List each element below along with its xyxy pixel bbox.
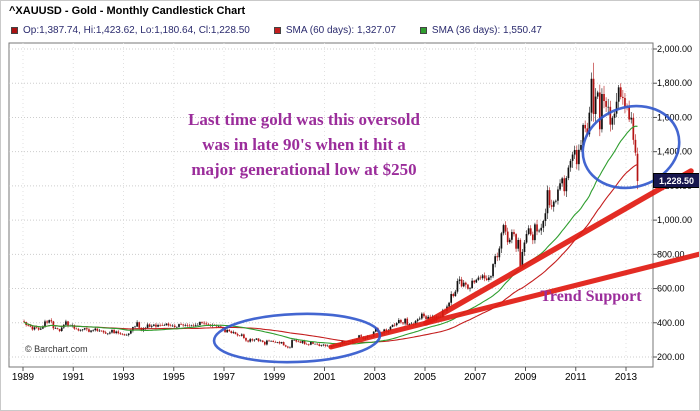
oversold-annotation: Last time gold was this oversold was in … [129, 107, 479, 182]
ohlc-swatch-icon [11, 27, 18, 34]
legend-item-ohlc: Op:1,387.74, Hi:1,423.62, Lo:1,180.64, C… [11, 25, 250, 36]
legend-item-sma36: SMA (36 days): 1,550.47 [419, 25, 542, 36]
x-axis-label: 2007 [464, 372, 487, 383]
y-axis-label: 1,600.00 [657, 112, 692, 122]
current-drop-ellipse [581, 104, 681, 190]
chart-legend: Op:1,387.74, Hi:1,423.62, Lo:1,180.64, C… [11, 25, 542, 36]
y-axis-label: 1,800.00 [657, 78, 692, 88]
x-axis-labels: 1989 1991 1993 1995 1997 1999 2001 2003 2005 2007… [12, 372, 638, 383]
x-axis-label: 1997 [213, 372, 236, 383]
x-axis-label: 1989 [12, 372, 35, 383]
x-axis-label: 2001 [313, 372, 336, 383]
y-axis-label: 400.00 [657, 318, 685, 328]
x-axis-label: 2013 [615, 372, 638, 383]
y-axis-label: 1,000.00 [657, 215, 692, 225]
oversold-annotation-line1: Last time gold was this oversold [188, 110, 420, 129]
sma36-swatch-icon [419, 27, 427, 34]
x-axis-label: 1991 [62, 372, 85, 383]
x-axis-label: 2005 [414, 372, 437, 383]
trendline-lower [328, 251, 699, 350]
y-axis-label: 800.00 [657, 249, 685, 259]
sma60-swatch-icon [273, 27, 281, 34]
trend-support-label: Trend Support [540, 288, 642, 305]
x-axis-label: 1995 [163, 372, 186, 383]
sma-line-60 [23, 163, 638, 343]
current-price-tag: 1,228.50 [653, 173, 699, 188]
y-axis-label: 1,400.00 [657, 147, 692, 157]
y-axis-label: 200.00 [657, 352, 685, 362]
page-title: ^XAUUSD - Gold - Monthly Candlestick Cha… [9, 5, 246, 17]
candles-layer [23, 62, 639, 349]
y-axis-label: 2,000.00 [657, 44, 692, 54]
y-axis-labels: 200.00400.00600.00800.001,000.001,200.00… [657, 44, 692, 362]
x-axis-label: 2009 [514, 372, 537, 383]
y-axis-label: 600.00 [657, 284, 685, 294]
x-axis-label: 1999 [263, 372, 286, 383]
oversold-annotation-line2: was in late 90's when it hit a [202, 135, 406, 154]
plot-frame [8, 42, 654, 368]
grid-layer [9, 43, 657, 371]
trendline-upper [423, 168, 694, 326]
x-axis-label: 1993 [112, 372, 135, 383]
oversold-annotation-line3: major generational low at $250 [191, 160, 417, 179]
ohlc-legend-label: Op:1,387.74, Hi:1,423.62, Lo:1,180.64, C… [23, 25, 250, 36]
x-axis-label: 2003 [364, 372, 387, 383]
x-axis-label: 2011 [565, 372, 587, 383]
sma60-legend-label: SMA (60 days): 1,327.07 [285, 25, 396, 36]
copyright-label: © Barchart.com [25, 344, 88, 354]
oversold-low-ellipse [212, 312, 382, 364]
legend-item-sma60: SMA (60 days): 1,327.07 [273, 25, 396, 36]
sma36-legend-label: SMA (36 days): 1,550.47 [431, 25, 542, 36]
